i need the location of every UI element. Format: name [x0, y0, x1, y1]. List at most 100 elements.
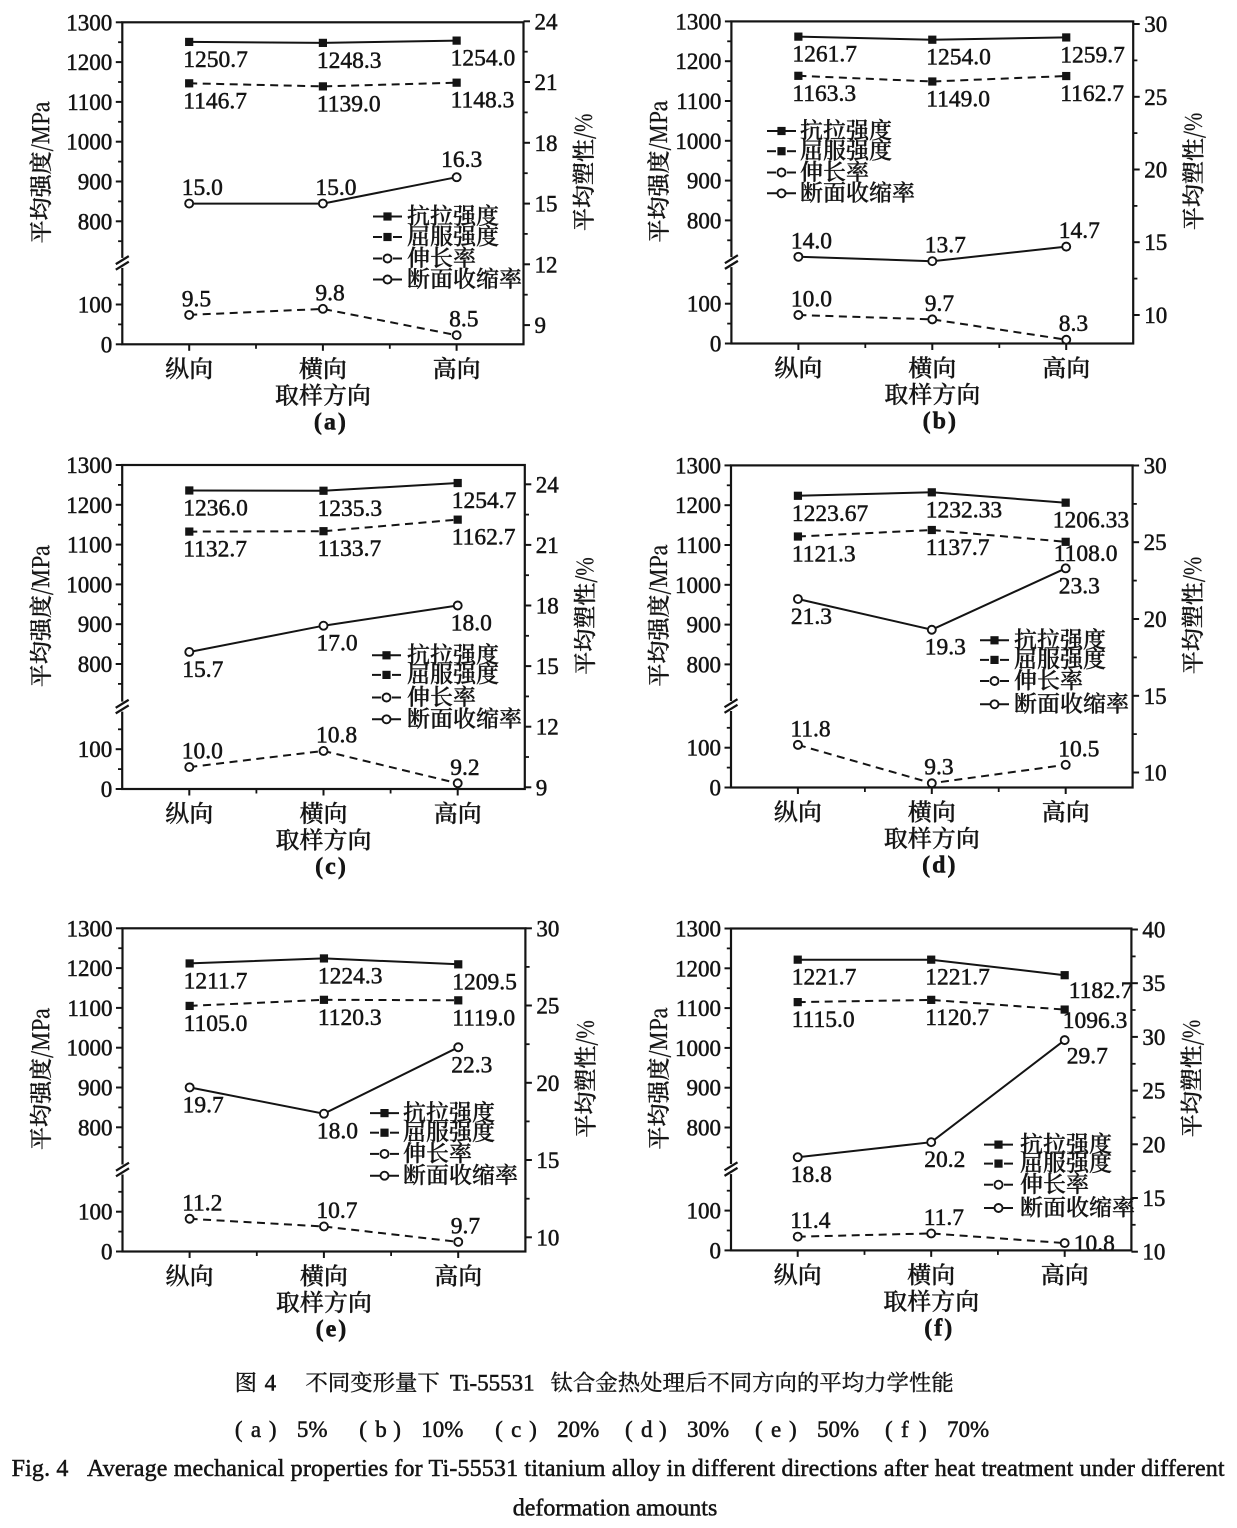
svg-text:30: 30	[1142, 1025, 1165, 1050]
svg-text:1221.7: 1221.7	[925, 965, 990, 991]
svg-text:1300: 1300	[675, 9, 721, 34]
svg-text:20%: 20%	[557, 1417, 599, 1442]
svg-text:1149.0: 1149.0	[926, 87, 990, 113]
svg-text:19.3: 19.3	[925, 635, 966, 661]
svg-text:1000: 1000	[67, 1036, 113, 1061]
svg-text:1300: 1300	[66, 453, 112, 478]
svg-text:25: 25	[536, 994, 559, 1019]
svg-text:24: 24	[535, 9, 559, 34]
svg-text:1100: 1100	[67, 533, 112, 558]
svg-text:1162.7: 1162.7	[452, 525, 516, 551]
svg-text:1100: 1100	[67, 90, 112, 115]
svg-text:1132.7: 1132.7	[183, 537, 247, 563]
svg-text:0: 0	[710, 332, 722, 357]
svg-text:0: 0	[101, 777, 113, 802]
svg-text:20: 20	[1144, 607, 1167, 632]
svg-text:70%: 70%	[947, 1417, 989, 1442]
svg-text:1148.3: 1148.3	[451, 88, 515, 114]
svg-text:10.0: 10.0	[182, 739, 223, 765]
svg-text:Ti-55531: Ti-55531	[450, 1371, 535, 1396]
svg-text:18: 18	[535, 131, 558, 156]
svg-text:(d): (d)	[922, 853, 957, 879]
svg-text:10%: 10%	[421, 1417, 463, 1442]
svg-text:1000: 1000	[675, 129, 721, 154]
svg-text:(e): (e)	[316, 1317, 349, 1343]
svg-text:1119.0: 1119.0	[452, 1005, 515, 1031]
svg-text:e: e	[771, 1417, 781, 1442]
svg-text:1120.3: 1120.3	[318, 1005, 382, 1031]
svg-text:18.8: 18.8	[791, 1162, 832, 1188]
svg-text:22.3: 22.3	[451, 1052, 492, 1078]
svg-text:1000: 1000	[675, 1036, 721, 1061]
svg-text:30: 30	[536, 916, 559, 941]
svg-text:10.8: 10.8	[316, 722, 357, 748]
svg-text:800: 800	[687, 652, 722, 677]
svg-text:b: b	[375, 1417, 387, 1442]
svg-text:1261.7: 1261.7	[792, 42, 857, 68]
svg-text:30: 30	[1144, 12, 1167, 37]
svg-text:20.2: 20.2	[924, 1147, 965, 1173]
svg-text:10: 10	[1144, 761, 1167, 786]
svg-text:1223.67: 1223.67	[792, 501, 869, 527]
svg-text:1121.3: 1121.3	[792, 542, 856, 568]
svg-text:10: 10	[536, 1225, 559, 1250]
svg-text:1211.7: 1211.7	[184, 968, 248, 994]
svg-text:11.8: 11.8	[790, 716, 830, 742]
svg-text:10.7: 10.7	[316, 1198, 357, 1224]
svg-text:900: 900	[687, 613, 722, 638]
svg-text:1162.7: 1162.7	[1060, 81, 1124, 107]
svg-text:10.8: 10.8	[1074, 1231, 1115, 1257]
svg-text:1224.3: 1224.3	[318, 963, 383, 989]
svg-text:0: 0	[710, 776, 722, 801]
svg-text:1200: 1200	[675, 49, 721, 74]
svg-text:10: 10	[1142, 1240, 1165, 1265]
svg-text:800: 800	[78, 1115, 113, 1140]
svg-text:900: 900	[78, 1076, 113, 1101]
svg-text:100: 100	[78, 293, 113, 318]
svg-text:30: 30	[1144, 454, 1167, 479]
svg-text:1206.33: 1206.33	[1053, 508, 1129, 534]
svg-text:1250.7: 1250.7	[183, 47, 248, 73]
svg-text:9: 9	[535, 313, 547, 338]
svg-text:18.0: 18.0	[451, 611, 492, 637]
svg-text:1209.5: 1209.5	[452, 969, 517, 995]
svg-text:1100: 1100	[676, 89, 721, 114]
svg-text:(: (	[885, 1417, 893, 1442]
svg-text:14.0: 14.0	[791, 228, 832, 254]
svg-text:1000: 1000	[675, 573, 721, 598]
svg-text:4: 4	[265, 1371, 277, 1396]
svg-text:1200: 1200	[675, 956, 721, 981]
svg-text:15: 15	[535, 192, 558, 217]
svg-text:11.7: 11.7	[924, 1205, 965, 1231]
svg-text:100: 100	[78, 1200, 113, 1225]
svg-text:(f): (f)	[924, 1315, 954, 1341]
svg-text:8.3: 8.3	[1059, 311, 1088, 337]
svg-text:900: 900	[687, 1076, 722, 1101]
svg-text:19.7: 19.7	[183, 1092, 224, 1118]
svg-text:100: 100	[687, 292, 722, 317]
svg-text:1254.0: 1254.0	[451, 46, 516, 72]
svg-text:1254.7: 1254.7	[452, 488, 517, 514]
svg-text:20: 20	[1142, 1132, 1165, 1157]
svg-text:(c): (c)	[315, 854, 348, 880]
svg-text:11.2: 11.2	[182, 1190, 222, 1216]
svg-text:1200: 1200	[66, 493, 112, 518]
svg-text:15.0: 15.0	[182, 175, 223, 201]
svg-text:16.3: 16.3	[441, 147, 482, 173]
svg-text:deformation amounts: deformation amounts	[513, 1496, 718, 1522]
svg-text:1236.0: 1236.0	[183, 496, 248, 522]
svg-text:15: 15	[536, 1148, 559, 1173]
svg-text:1163.3: 1163.3	[792, 81, 856, 107]
svg-text:1248.3: 1248.3	[317, 48, 382, 74]
svg-text:24: 24	[536, 472, 560, 497]
svg-text:15: 15	[1144, 684, 1167, 709]
svg-text:13.7: 13.7	[925, 233, 966, 259]
svg-text:d: d	[641, 1417, 653, 1442]
svg-text:(: (	[235, 1417, 243, 1442]
svg-text:9.2: 9.2	[450, 755, 479, 781]
svg-text:900: 900	[78, 612, 113, 637]
svg-text:20: 20	[1144, 158, 1167, 183]
svg-text:1146.7: 1146.7	[183, 88, 247, 114]
svg-text:9.5: 9.5	[182, 286, 211, 312]
svg-text:50%: 50%	[817, 1417, 859, 1442]
